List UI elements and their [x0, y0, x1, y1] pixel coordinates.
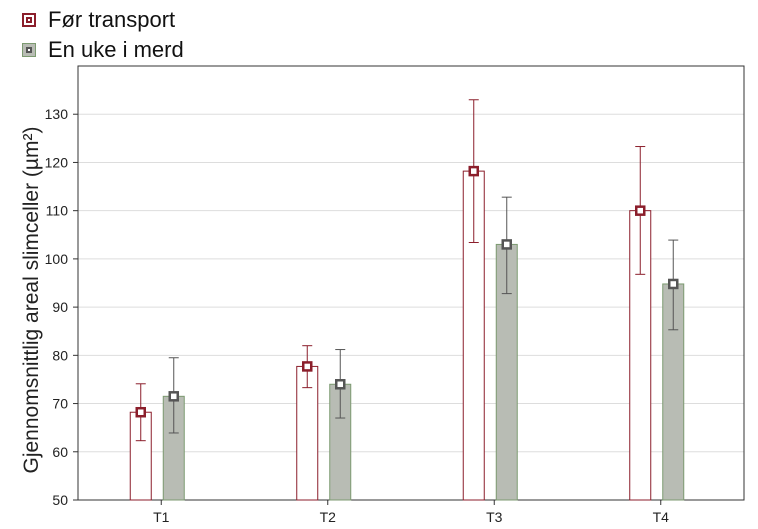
y-tick-label: 100	[45, 251, 69, 267]
legend: Før transport En uke i merd	[22, 5, 184, 65]
y-tick-label: 130	[45, 106, 69, 122]
x-tick-label: T3	[486, 509, 503, 525]
mean-marker	[335, 379, 346, 390]
legend-item-before-transport: Før transport	[22, 5, 184, 35]
y-axis-label: Gjennomsnittlig areal slimceller (µm²)	[20, 126, 43, 474]
y-tick-label: 70	[52, 396, 68, 412]
y-tick-label: 60	[52, 444, 68, 460]
mean-marker	[135, 406, 146, 418]
legend-label-before-transport: Før transport	[48, 7, 176, 32]
x-tick-label: T4	[653, 509, 670, 525]
x-tick-label: T1	[153, 509, 170, 525]
mean-marker	[501, 239, 512, 250]
x-tick-label: T2	[320, 509, 337, 525]
legend-swatch-one-week-pen	[22, 43, 36, 57]
legend-swatch-before-transport	[22, 13, 36, 27]
mean-marker	[635, 205, 646, 216]
mean-marker	[468, 165, 479, 177]
legend-item-one-week-pen: En uke i merd	[22, 35, 184, 65]
mean-marker	[302, 361, 313, 372]
y-tick-label: 80	[52, 347, 68, 363]
y-tick-label: 110	[46, 203, 69, 219]
y-tick-label: 120	[45, 154, 69, 170]
mean-marker	[668, 278, 679, 290]
mean-marker	[168, 391, 179, 402]
y-tick-label: 50	[52, 492, 68, 508]
y-tick-label: 90	[52, 299, 68, 315]
plot-frame	[77, 65, 745, 501]
legend-label-one-week-pen: En uke i merd	[48, 37, 184, 62]
